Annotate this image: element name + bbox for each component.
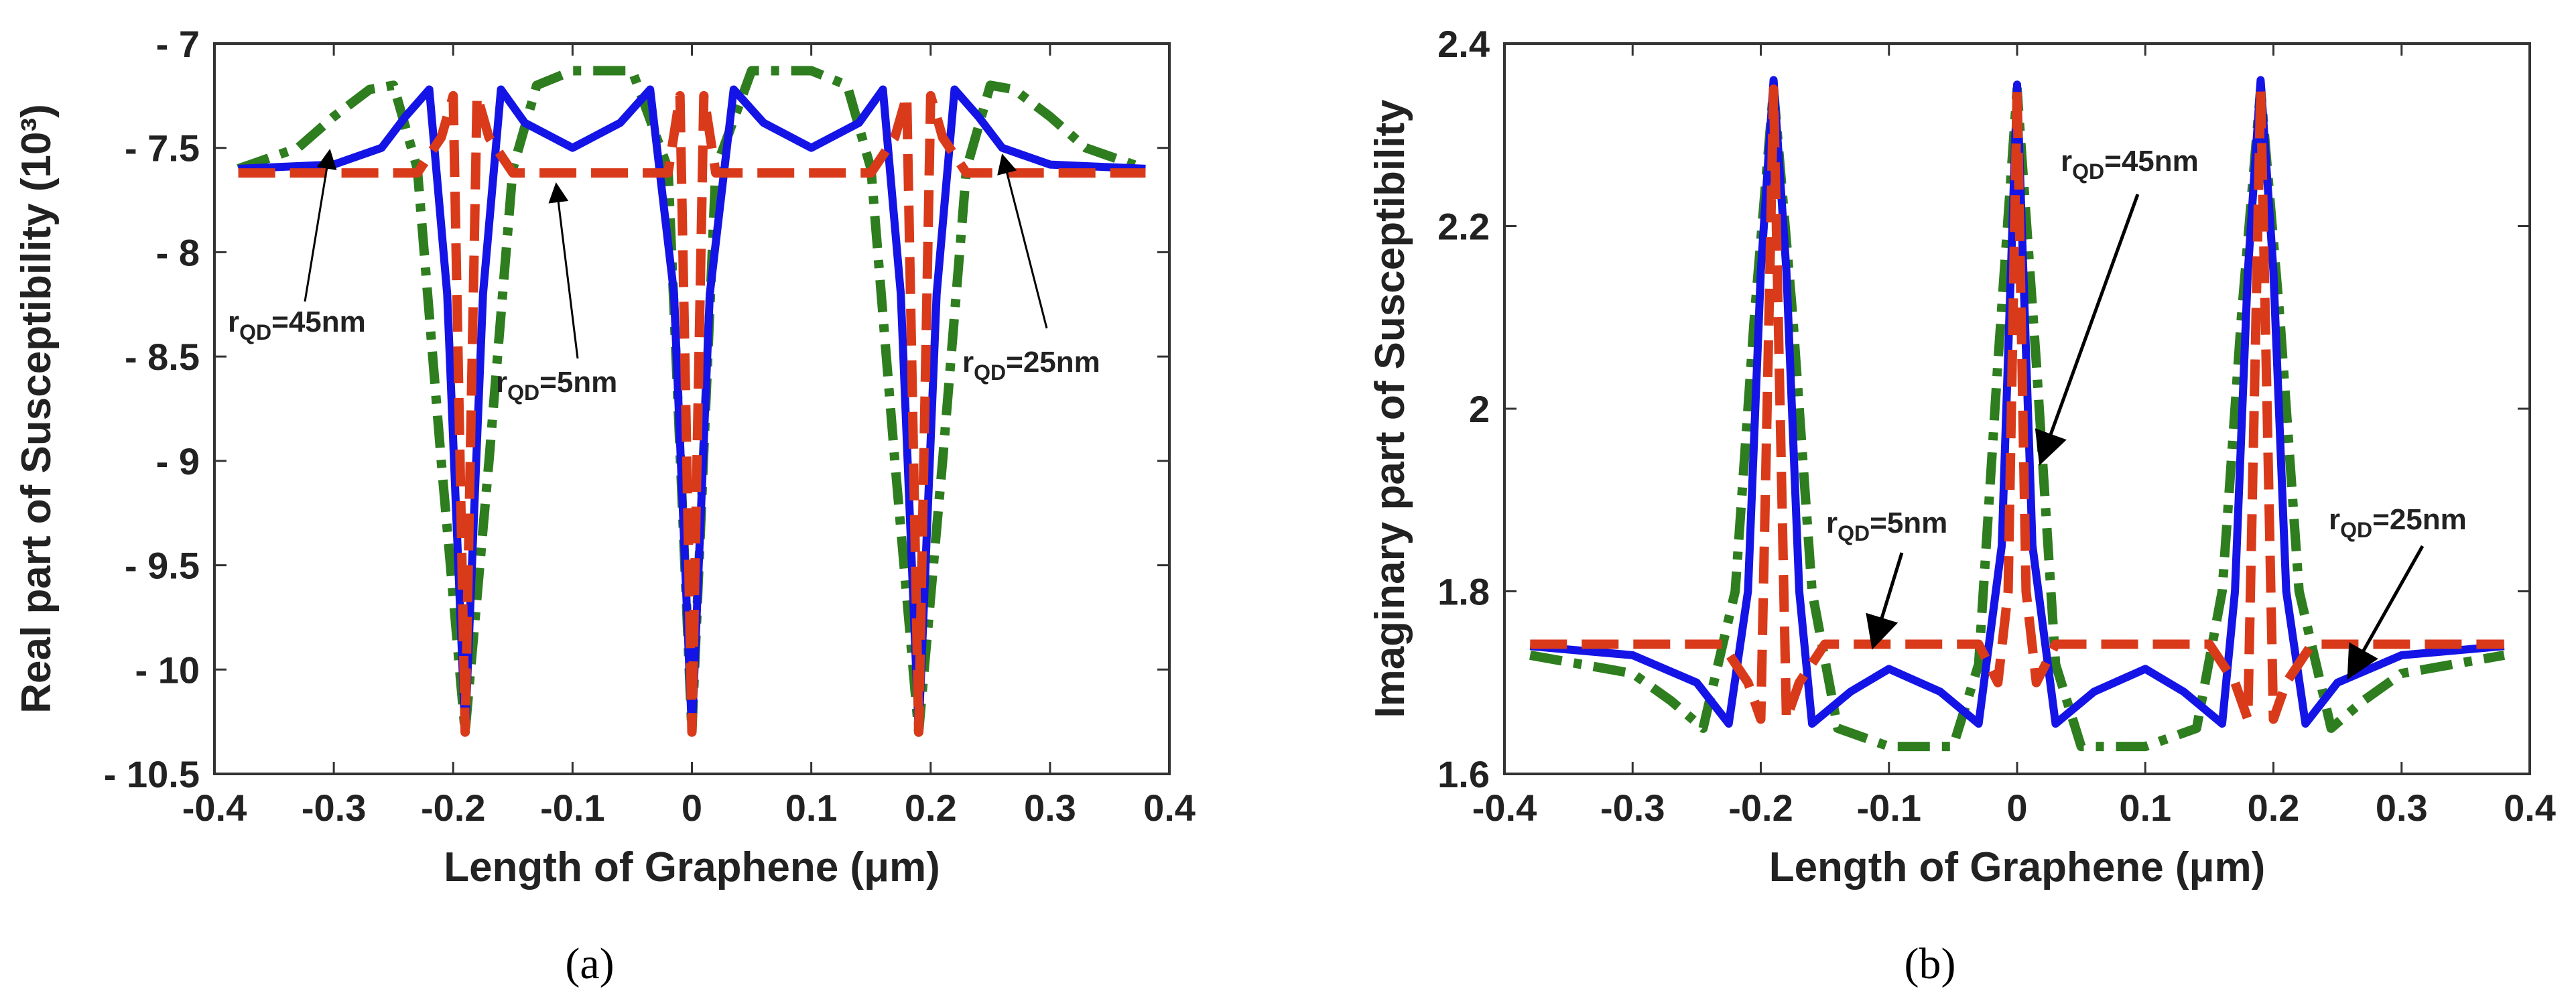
panel-b-ticks: -0.4 -0.3 -0.2 -0.1 0 0.1 0.2 0.3 0.4 1.6 1.8 2 2.2 2… [1437, 23, 2556, 829]
panel-a-x-axis-label: Length of Graphene (μm) [444, 844, 940, 890]
panel-a-y-tick-label: - 9.5 [125, 545, 200, 587]
panel-a-y-tick-label: - 7 [156, 23, 200, 65]
panel-b-x-tick-label: 0.3 [2376, 787, 2428, 829]
panel-a-x-tick-label: 0 [682, 787, 702, 829]
panel-a-y-tick-label: - 10 [135, 649, 200, 691]
panel-b-y-tick-label: 2 [1469, 388, 1490, 430]
panel-a-x-tick-label: -0.2 [421, 787, 486, 829]
panel-a-ticks: -0.4 -0.3 -0.2 -0.1 0 0.1 0.2 0.3 0.4 - 7 - 7.5 - 8… [104, 23, 1196, 829]
panel-b-axes-frame [1503, 42, 2531, 775]
svg-text:rQD=5nm: rQD=5nm [496, 366, 617, 405]
panel-a-annotation-5nm: rQD=5nm [496, 182, 617, 405]
svg-text:rQD=25nm: rQD=25nm [962, 346, 1100, 385]
panel-a-series-line [237, 66, 1147, 737]
panel-a-x-tick-label: 0.1 [785, 787, 838, 829]
panel-a-x-tick-label: -0.4 [182, 787, 247, 829]
panel-b-caption: (b) [1905, 939, 1956, 988]
panel-a-y-axis-label: Real part of Susceptibility (10³) [13, 104, 60, 714]
panel-b-annotation-25nm: rQD=25nm [2329, 503, 2467, 680]
panel-a-x-tick-label: 0.3 [1024, 787, 1076, 829]
svg-text:rQD=45nm: rQD=45nm [228, 306, 366, 344]
svg-text:rQD=25nm: rQD=25nm [2329, 503, 2467, 542]
panel-a-x-tick-label: 0.4 [1143, 787, 1196, 829]
panel-b-annotation-45nm: rQD=45nm [2035, 145, 2199, 466]
panel-b-annotation-5nm: rQD=5nm [1826, 507, 1947, 650]
panel-b-x-tick-label: -0.4 [1472, 787, 1537, 829]
panel-a-annotation-25nm: rQD=25nm [962, 153, 1100, 385]
panel-b-x-axis-label: Length of Graphene (μm) [1769, 844, 2266, 890]
panel-a-annotation-45nm: rQD=45nm [228, 149, 366, 344]
panel-a: -0.4 -0.3 -0.2 -0.1 0 0.1 0.2 0.3 0.4 - 7 - 7.5 - 8… [13, 23, 1196, 988]
panel-b-x-tick-label: 0.2 [2248, 787, 2300, 829]
svg-text:rQD=5nm: rQD=5nm [1826, 507, 1947, 545]
panel-a-y-tick-label: - 7.5 [125, 127, 200, 170]
panel-b-y-tick-label: 2.4 [1437, 23, 1490, 65]
panel-b-x-tick-label: -0.2 [1728, 787, 1793, 829]
panel-b-y-tick-label: 2.2 [1437, 206, 1490, 248]
panel-b-x-tick-label: 0.4 [2504, 787, 2556, 829]
panel-a-series-line [238, 90, 1146, 737]
panel-a-y-tick-label: - 8.5 [125, 336, 200, 378]
panel-a-x-tick-label: -0.1 [540, 787, 605, 829]
svg-text:rQD=45nm: rQD=45nm [2061, 145, 2199, 184]
panel-a-y-tick-label: - 8 [156, 231, 200, 273]
panel-b-y-axis-label: Imaginary part of Susceptibility [1367, 99, 1413, 718]
panel-b-y-tick-label: 1.8 [1437, 571, 1490, 613]
panel-b-x-tick-label: 0 [2006, 787, 2027, 829]
panel-b-series [1529, 76, 2506, 752]
panel-b-x-tick-label: -0.3 [1600, 787, 1665, 829]
panel-a-axes-frame [213, 42, 1171, 775]
panel-b-y-tick-label: 1.6 [1437, 753, 1490, 795]
panel-a-caption: (a) [565, 939, 614, 988]
panel-a-x-tick-label: 0.2 [905, 787, 957, 829]
panel-a-y-tick-label: - 9 [156, 440, 200, 482]
panel-b-series-line [1529, 76, 2505, 728]
panel-a-series [237, 66, 1147, 737]
panel-b: -0.4 -0.3 -0.2 -0.1 0 0.1 0.2 0.3 0.4 1.6 1.8 2 2.2 2… [1367, 23, 2556, 988]
panel-a-x-tick-label: -0.3 [302, 787, 367, 829]
panel-a-y-tick-label: - 10.5 [104, 753, 200, 795]
panel-b-x-tick-label: 0.1 [2119, 787, 2171, 829]
panel-b-series-line [1530, 84, 2504, 724]
panel-b-x-tick-label: -0.1 [1857, 787, 1922, 829]
